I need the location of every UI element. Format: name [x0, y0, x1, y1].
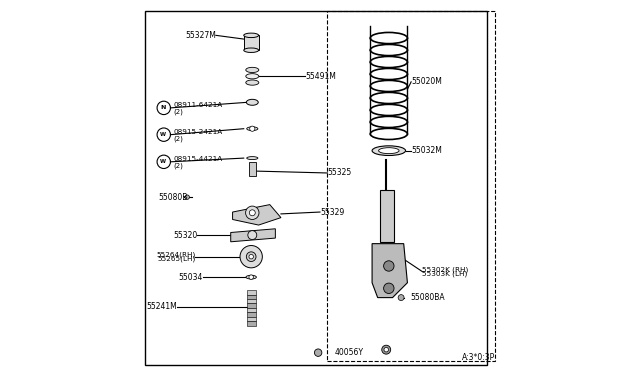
Text: 40056Y: 40056Y — [335, 348, 364, 357]
Text: 55020M: 55020M — [411, 77, 442, 86]
Text: 08915-2421A: 08915-2421A — [173, 129, 222, 135]
Bar — [248, 304, 255, 308]
Circle shape — [248, 231, 257, 240]
Bar — [248, 162, 256, 176]
Text: 55320: 55320 — [173, 231, 197, 240]
Bar — [248, 317, 255, 321]
Circle shape — [398, 295, 404, 301]
Text: 55265(LH): 55265(LH) — [157, 256, 195, 262]
Text: 08915-4421A: 08915-4421A — [173, 156, 222, 162]
Text: 55080B: 55080B — [158, 193, 188, 202]
Polygon shape — [372, 244, 408, 298]
Text: N: N — [160, 105, 165, 110]
Bar — [248, 321, 255, 326]
Text: A:3*0:3P: A:3*0:3P — [461, 353, 495, 362]
Ellipse shape — [244, 33, 259, 38]
Circle shape — [185, 195, 189, 199]
Bar — [248, 299, 255, 304]
Bar — [248, 290, 255, 295]
Text: 55491M: 55491M — [305, 72, 336, 81]
Polygon shape — [231, 229, 275, 242]
Ellipse shape — [246, 157, 258, 160]
Ellipse shape — [246, 127, 258, 131]
Ellipse shape — [379, 148, 399, 154]
Text: 55241M: 55241M — [146, 302, 177, 311]
Text: 55329: 55329 — [320, 208, 344, 217]
Bar — [248, 312, 255, 317]
Text: (2): (2) — [173, 108, 183, 115]
Text: 55032M: 55032M — [411, 146, 442, 155]
Ellipse shape — [246, 74, 259, 79]
Circle shape — [249, 254, 253, 259]
Text: 55327M: 55327M — [185, 31, 216, 40]
Ellipse shape — [246, 99, 259, 105]
Ellipse shape — [246, 275, 257, 279]
Circle shape — [314, 349, 322, 356]
Polygon shape — [232, 205, 281, 225]
Circle shape — [249, 275, 253, 279]
Text: 55264(RH): 55264(RH) — [156, 251, 195, 258]
Circle shape — [240, 246, 262, 268]
Circle shape — [381, 345, 390, 354]
Circle shape — [383, 283, 394, 294]
Bar — [328, 11, 495, 361]
Circle shape — [384, 347, 388, 352]
Text: 55325: 55325 — [328, 169, 352, 177]
Text: 55302K (RH): 55302K (RH) — [422, 266, 468, 273]
Ellipse shape — [246, 67, 259, 73]
Text: W: W — [159, 159, 166, 164]
Circle shape — [246, 206, 259, 219]
Bar — [248, 295, 255, 299]
Text: 55034: 55034 — [179, 273, 203, 282]
Ellipse shape — [244, 48, 259, 52]
Text: (2): (2) — [173, 162, 183, 169]
Text: 55303K (LH): 55303K (LH) — [422, 271, 468, 278]
Circle shape — [250, 210, 255, 216]
Text: (2): (2) — [173, 135, 183, 142]
Circle shape — [383, 261, 394, 271]
Bar — [248, 308, 255, 312]
Bar — [380, 190, 394, 242]
Circle shape — [246, 252, 256, 262]
Ellipse shape — [246, 80, 259, 85]
Text: 55080BA: 55080BA — [410, 293, 445, 302]
Text: W: W — [159, 132, 166, 137]
Bar — [244, 35, 259, 50]
Circle shape — [250, 126, 255, 131]
Text: 08911-6421A: 08911-6421A — [173, 102, 222, 108]
Ellipse shape — [372, 146, 406, 155]
